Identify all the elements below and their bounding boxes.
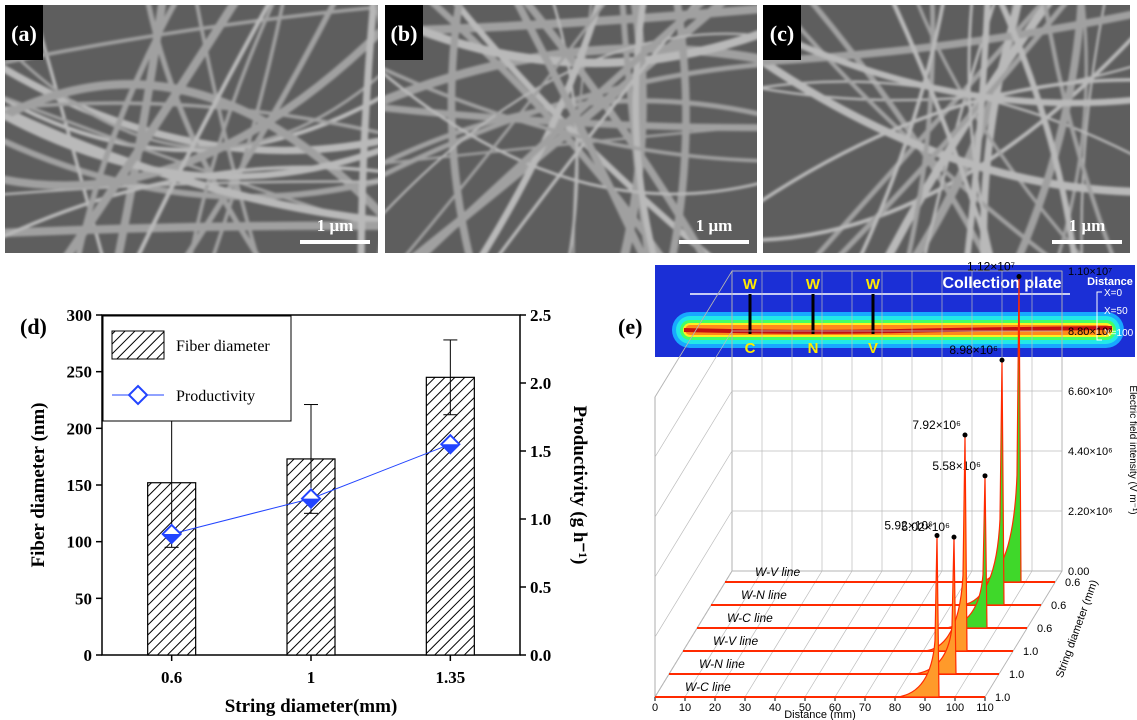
x-tick-label: 80 xyxy=(889,702,901,714)
diameter-label: 0.6 xyxy=(1065,577,1080,589)
z-grid-line xyxy=(655,511,732,637)
x-axis-label: String diameter(mm) xyxy=(225,696,398,717)
distance-mark: X=0 xyxy=(1104,288,1123,299)
y2-tick-label: 0.5 xyxy=(530,578,551,597)
x-tick-label: 1 xyxy=(307,668,316,687)
diameter-label: 0.6 xyxy=(1037,623,1052,635)
y2-tick-label: 0.0 xyxy=(530,646,551,665)
x-tick-label: 40 xyxy=(769,702,781,714)
x-tick-label: 0.6 xyxy=(161,668,182,687)
y-tick-label: 0 xyxy=(84,646,93,665)
z-grid-line xyxy=(655,451,732,577)
panel-label: (a) xyxy=(11,21,37,46)
z-tick-label: 4.40×10⁶ xyxy=(1068,446,1113,458)
bottom-label: V xyxy=(868,340,878,357)
panel-label: (b) xyxy=(391,21,418,46)
top-label: W xyxy=(866,276,881,293)
x-grid-line xyxy=(835,571,912,697)
x-tick-label: 20 xyxy=(709,702,721,714)
distance-mark: X=50 xyxy=(1104,306,1128,317)
scale-bar-label: 1 μm xyxy=(317,216,354,235)
z-tick-label: 2.20×10⁶ xyxy=(1068,506,1113,518)
y-tick-label: 300 xyxy=(67,306,93,325)
z-tick-label: 6.60×10⁶ xyxy=(1068,386,1113,398)
x-tick-label: 110 xyxy=(976,702,994,714)
peak-dot xyxy=(1017,274,1022,279)
diameter-label: 1.0 xyxy=(995,692,1010,704)
z-tick-label: 1.10×10⁷ xyxy=(1068,266,1112,278)
sem-image: (a) 1 μm xyxy=(0,0,398,273)
peak-dot xyxy=(935,533,940,538)
peak-label: 1.12×10⁷ xyxy=(967,260,1015,274)
scale-bar-label: 1 μm xyxy=(1069,216,1106,235)
x-grid-line xyxy=(805,571,882,697)
row-label: W-N line xyxy=(741,588,787,602)
peak-label: 5.58×10⁶ xyxy=(932,459,981,473)
x-tick-label: 0 xyxy=(652,702,658,714)
x-tick-label: 10 xyxy=(679,702,691,714)
y-tick-label: 150 xyxy=(67,476,93,495)
x-axis-label: Distance (mm) xyxy=(784,709,856,720)
y-axis-label: String diameter (mm) xyxy=(1054,578,1101,679)
y2-tick-label: 1.0 xyxy=(530,510,551,529)
peak-label: 7.92×10⁶ xyxy=(912,418,961,432)
y2-tick-label: 2.0 xyxy=(530,374,551,393)
row-label: W-N line xyxy=(699,657,745,671)
y2-tick-label: 1.5 xyxy=(530,442,551,461)
page: (a)1 μm(b)1 μm(c)1 μm(d)0501001502002503… xyxy=(0,0,1137,720)
diameter-label: 1.0 xyxy=(1009,669,1024,681)
peak-label: 8.98×10⁶ xyxy=(949,343,998,357)
bottom-label: C xyxy=(745,340,756,357)
row-label: W-C line xyxy=(727,611,773,625)
row-label: W-V line xyxy=(713,634,758,648)
y-tick-label: 200 xyxy=(67,419,93,438)
panel-label: (d) xyxy=(20,314,47,339)
z-tick-label: 8.80×10⁶ xyxy=(1068,326,1113,338)
peak-dot xyxy=(983,473,988,478)
y-tick-label: 50 xyxy=(75,589,92,608)
scale-bar-label: 1 μm xyxy=(696,216,733,235)
x-tick-label: 70 xyxy=(859,702,871,714)
panel-label: (c) xyxy=(770,21,794,46)
legend-swatch xyxy=(112,331,164,359)
x-tick-label: 30 xyxy=(739,702,751,714)
z-grid-line xyxy=(655,391,732,517)
panel-label: (e) xyxy=(618,314,642,339)
x-tick-label: 90 xyxy=(919,702,931,714)
x-tick-label: 1.35 xyxy=(435,668,465,687)
y-tick-label: 250 xyxy=(67,363,93,382)
bar xyxy=(426,377,474,655)
row-label: W-V line xyxy=(755,565,800,579)
sem-image: (b) 1 μm xyxy=(365,0,777,273)
peak-dot xyxy=(952,535,957,540)
z-axis-label: Electric field intensity (V m⁻¹) xyxy=(1127,385,1137,514)
top-label: W xyxy=(743,276,758,293)
legend-label: Productivity xyxy=(176,388,255,405)
figure: (a)1 μm(b)1 μm(c)1 μm(d)0501001502002503… xyxy=(0,0,1137,720)
y2-tick-label: 2.5 xyxy=(530,306,551,325)
bottom-label: N xyxy=(808,340,819,357)
peak-dot xyxy=(1000,358,1005,363)
legend-label: Fiber diameter xyxy=(176,338,270,355)
y-tick-label: 100 xyxy=(67,533,93,552)
y-axis-label: Fiber diameter (nm) xyxy=(28,403,49,568)
y2-axis-label: Productivity (g h⁻¹) xyxy=(569,406,590,565)
diameter-label: 1.0 xyxy=(1023,646,1038,658)
row-label: W-C line xyxy=(685,680,731,694)
peak-dot xyxy=(963,433,968,438)
peak-label: 5.92×10⁶ xyxy=(884,519,933,533)
top-label: W xyxy=(806,276,821,293)
diameter-label: 0.6 xyxy=(1051,600,1066,612)
x-tick-label: 100 xyxy=(946,702,964,714)
sem-image: (c) 1 μm xyxy=(743,0,1137,273)
